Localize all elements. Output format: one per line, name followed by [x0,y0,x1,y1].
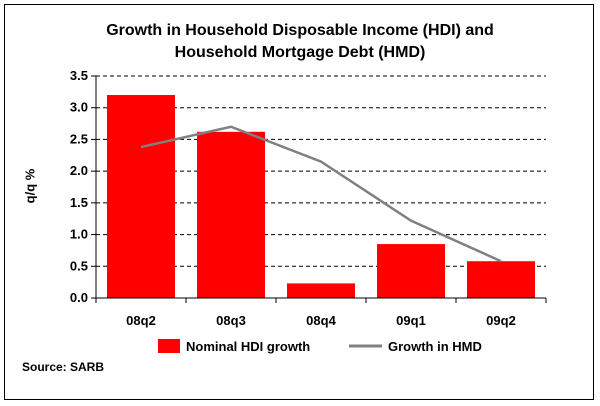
chart-frame [4,4,594,400]
x-tick-label: 09q2 [486,313,516,328]
bar [107,95,175,299]
chart-title: Growth in Household Disposable Income (H… [0,20,600,64]
bar [467,261,535,298]
bar [287,283,355,298]
x-tick-label: 09q1 [396,313,426,328]
x-tick-label: 08q4 [306,313,336,328]
y-tick-label: 1.5 [70,195,88,210]
chart-title-line-1: Growth in Household Disposable Income (H… [106,22,494,39]
legend-label-bar: Nominal HDI growth [186,339,310,354]
x-tick-label: 08q2 [126,313,156,328]
y-tick-label: 3.0 [70,100,88,115]
line-series-hmd [140,125,502,263]
x-tick-label: 08q3 [216,313,246,328]
y-tick-label: 2.5 [70,131,88,146]
chart-title-line-2: Household Mortgage Debt (HMD) [174,44,426,61]
bar [377,244,445,298]
y-tick-label: 2.0 [70,163,88,178]
y-tick-label: 3.5 [70,68,88,83]
y-tick-label: 0.5 [70,258,88,273]
bar [197,131,265,298]
source-note: Source: SARB [22,360,105,374]
legend-swatch-bar [158,339,180,353]
legend-label-line: Growth in HMD [388,339,482,354]
y-tick-label: 1.0 [70,227,88,242]
y-tick-label: 0.0 [70,290,88,305]
